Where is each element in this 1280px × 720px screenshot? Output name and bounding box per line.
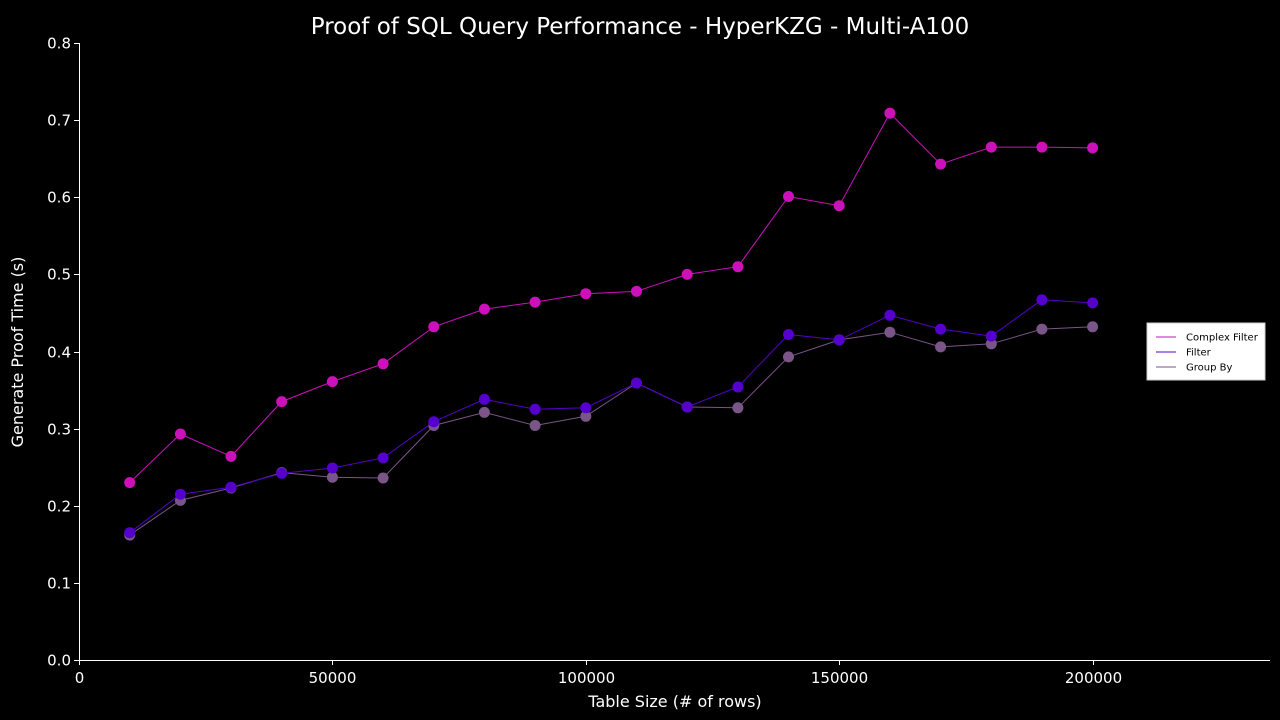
series-complex-filter xyxy=(124,107,1099,489)
data-point-complex-filter xyxy=(478,303,490,315)
data-point-filter xyxy=(580,402,592,414)
data-point-group-by xyxy=(377,472,389,484)
data-point-complex-filter xyxy=(124,477,136,489)
data-point-filter xyxy=(326,462,338,474)
data-point-filter xyxy=(225,481,237,493)
data-point-filter xyxy=(1036,294,1048,306)
data-point-group-by xyxy=(935,341,947,353)
data-point-filter xyxy=(124,527,136,539)
data-point-complex-filter xyxy=(377,358,389,370)
y-tick-label: 0.5 xyxy=(47,266,71,284)
y-tick-label: 0.7 xyxy=(47,112,71,130)
data-point-complex-filter xyxy=(884,107,896,119)
series-line-filter xyxy=(129,299,1093,534)
legend-label: Complex Filter xyxy=(1186,333,1259,344)
series-line-group-by xyxy=(129,326,1093,536)
data-point-group-by xyxy=(783,351,794,363)
data-point-filter xyxy=(884,309,896,321)
data-point-complex-filter xyxy=(580,288,592,300)
x-tick-label: 0 xyxy=(75,669,85,687)
data-point-filter xyxy=(1087,297,1099,309)
data-point-filter xyxy=(935,323,947,335)
legend-label: Filter xyxy=(1186,348,1212,359)
data-point-filter xyxy=(377,452,389,464)
data-point-group-by xyxy=(1036,323,1048,335)
data-point-complex-filter xyxy=(529,296,541,308)
data-point-group-by xyxy=(1087,321,1099,333)
data-point-complex-filter xyxy=(1036,141,1048,153)
chart-title: Proof of SQL Query Performance - HyperKZ… xyxy=(311,14,970,40)
data-point-filter xyxy=(529,403,541,415)
data-point-filter xyxy=(428,416,440,428)
y-tick-label: 0.2 xyxy=(47,498,71,516)
data-point-complex-filter xyxy=(935,158,947,170)
series-layer xyxy=(124,107,1099,541)
y-axis-title: Generate Proof Time (s) xyxy=(8,257,27,448)
data-point-complex-filter xyxy=(732,261,744,273)
data-point-filter xyxy=(174,488,186,500)
data-point-complex-filter xyxy=(326,376,338,388)
series-line-complex-filter xyxy=(129,112,1093,483)
data-point-complex-filter xyxy=(783,191,794,202)
data-point-group-by xyxy=(580,410,592,422)
y-tick-label: 0.8 xyxy=(47,35,71,53)
data-point-complex-filter xyxy=(276,396,288,408)
y-axis-ticks: 0.0 0.1 0.2 0.3 0.4 0.5 0.6 0.7 0.8 xyxy=(47,35,79,670)
data-point-filter xyxy=(783,329,794,340)
data-point-complex-filter xyxy=(985,141,997,153)
data-point-group-by xyxy=(884,326,896,338)
series-filter xyxy=(124,294,1099,539)
data-point-filter xyxy=(631,377,642,389)
legend: Complex Filter Filter Group By xyxy=(1146,322,1266,381)
y-tick-label: 0.3 xyxy=(47,421,71,439)
data-point-filter xyxy=(681,401,693,413)
data-point-filter xyxy=(276,467,288,479)
y-tick-label: 0.4 xyxy=(47,344,71,362)
x-tick-label: 50000 xyxy=(309,669,357,687)
x-tick-label: 200000 xyxy=(1065,669,1122,687)
y-tick-label: 0.0 xyxy=(47,652,71,670)
data-point-filter xyxy=(985,330,997,342)
data-point-complex-filter xyxy=(833,200,845,212)
data-point-complex-filter xyxy=(631,285,642,297)
x-tick-label: 100000 xyxy=(558,669,615,687)
x-tick-label: 150000 xyxy=(811,669,868,687)
data-point-complex-filter xyxy=(174,428,186,440)
data-point-filter xyxy=(833,334,845,346)
data-point-group-by xyxy=(529,420,541,431)
x-axis-title: Table Size (# of rows) xyxy=(587,692,761,711)
data-point-filter xyxy=(732,381,744,393)
data-point-complex-filter xyxy=(225,450,237,462)
data-point-complex-filter xyxy=(681,268,693,280)
x-axis-ticks: 0 50000 100000 150000 200000 xyxy=(75,660,1122,687)
data-point-group-by xyxy=(326,471,338,483)
data-point-filter xyxy=(478,393,490,405)
data-point-group-by xyxy=(985,338,997,350)
data-point-group-by xyxy=(732,402,744,414)
y-tick-label: 0.6 xyxy=(47,189,71,207)
data-point-group-by xyxy=(478,406,490,418)
legend-label: Group By xyxy=(1186,363,1232,374)
y-tick-label: 0.1 xyxy=(47,575,71,593)
data-point-complex-filter xyxy=(1087,142,1099,154)
data-point-complex-filter xyxy=(428,321,440,333)
